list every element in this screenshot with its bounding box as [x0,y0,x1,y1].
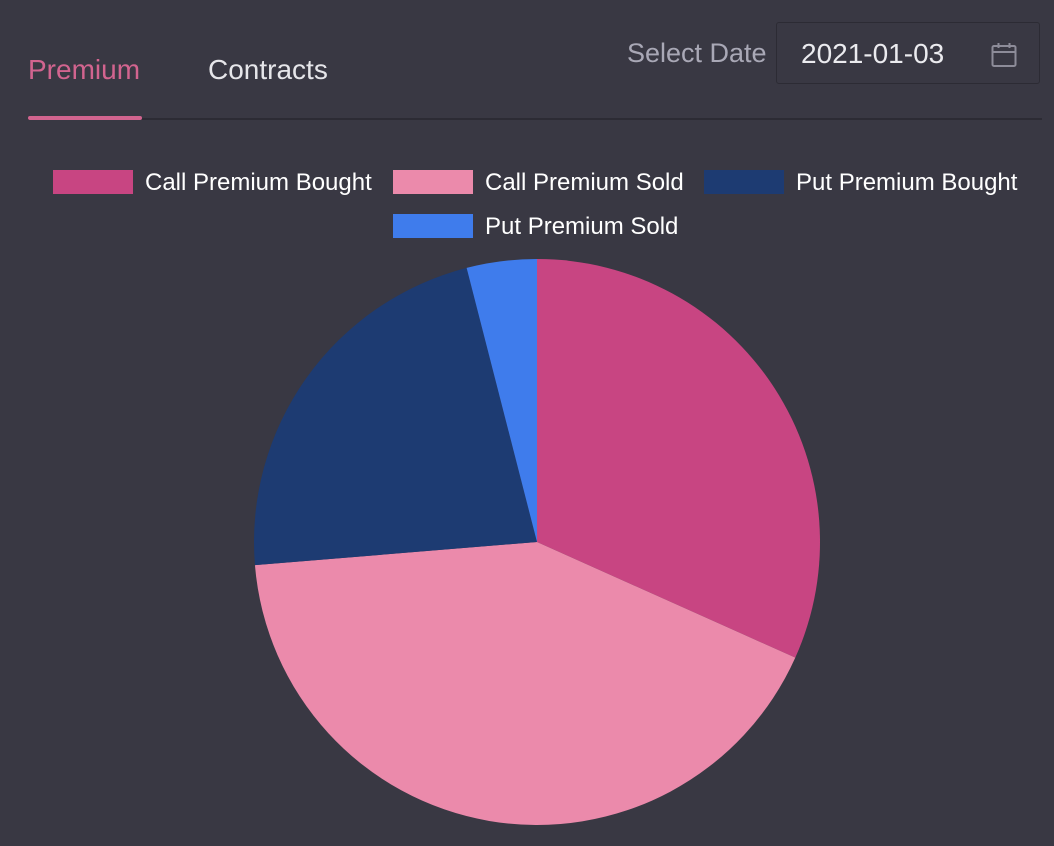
date-picker[interactable]: 2021-01-03 [776,22,1040,84]
pie-slice-call-premium-sold[interactable] [254,542,796,826]
legend-label: Put Premium Bought [796,169,1018,196]
select-date-label: Select Date [627,38,767,68]
pie-slice-call-premium-bought[interactable] [537,259,820,658]
tab-bar: Premium Contracts [28,0,1042,120]
legend-label: Call Premium Sold [485,169,684,196]
date-value[interactable]: 2021-01-03 [801,38,945,69]
tab-premium[interactable]: Premium [28,54,141,85]
tab-contracts[interactable]: Contracts [208,54,328,85]
legend-swatch-call-premium-sold [393,170,473,194]
legend-swatch-put-premium-bought [704,170,784,194]
legend-swatch-call-premium-bought [53,170,133,194]
active-tab-indicator [28,116,142,120]
pie-slice-put-premium-bought[interactable] [253,267,537,566]
legend-label: Call Premium Bought [145,169,372,196]
legend-swatch-put-premium-sold [393,214,473,238]
legend-label: Put Premium Sold [485,213,679,240]
calendar-icon[interactable] [991,42,1017,68]
pie-slice-put-premium-sold[interactable] [466,259,537,542]
